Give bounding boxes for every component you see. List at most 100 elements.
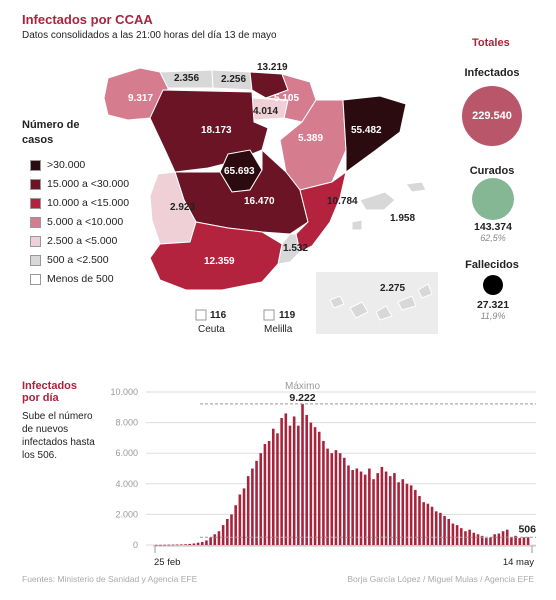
chart-bar bbox=[326, 448, 329, 545]
chart-bar bbox=[455, 525, 459, 545]
chart-bar bbox=[480, 535, 484, 545]
chart-bar bbox=[246, 476, 250, 545]
chart-bar bbox=[301, 403, 304, 545]
chart-bar bbox=[522, 537, 526, 545]
chart-bar bbox=[501, 531, 505, 545]
chart-bar bbox=[401, 479, 405, 545]
chart-bar bbox=[276, 433, 279, 545]
value-madrid: 65.693 bbox=[224, 166, 255, 177]
chart-bar bbox=[230, 514, 233, 545]
last-value: 506 bbox=[518, 523, 536, 535]
chart-bar bbox=[184, 544, 187, 545]
chart-bar bbox=[414, 489, 417, 545]
legend-item: 500 a <2.500 bbox=[30, 254, 109, 266]
chart-bar bbox=[288, 425, 292, 545]
fallecidos-label: Fallecidos bbox=[465, 259, 519, 271]
y-tick-label: 8.000 bbox=[115, 418, 138, 428]
y-tick-label: 2.000 bbox=[115, 509, 138, 519]
y-tick-label: 6.000 bbox=[115, 448, 138, 458]
daily-title-line2: por día bbox=[22, 392, 59, 404]
label-ceuta: Ceuta bbox=[198, 324, 225, 335]
chart-bar bbox=[309, 422, 313, 545]
curados-pct: 62,5% bbox=[480, 233, 506, 243]
chart-bar bbox=[313, 427, 317, 545]
chart-bar bbox=[200, 541, 204, 545]
chart-bar bbox=[192, 543, 196, 545]
chart-bar bbox=[472, 532, 476, 545]
chart-bar bbox=[405, 483, 409, 545]
max-value: 9.222 bbox=[289, 392, 315, 404]
chart-bar bbox=[338, 453, 342, 545]
totals-title: Totales bbox=[472, 37, 510, 49]
chart-bar bbox=[209, 537, 212, 545]
chart-bar bbox=[468, 529, 471, 545]
legend-item: 5.000 a <10.000 bbox=[30, 216, 123, 228]
legend-label: 10.000 a <15.000 bbox=[47, 197, 130, 209]
value-andalucia: 12.359 bbox=[204, 256, 235, 267]
chart-bar bbox=[280, 418, 283, 545]
chart-bar bbox=[430, 506, 434, 545]
legend-swatch bbox=[30, 159, 41, 171]
region-canarias-2 bbox=[349, 301, 369, 319]
value-la-rioja: 4.014 bbox=[253, 106, 279, 117]
chart-bar bbox=[355, 468, 359, 545]
legend-item: 15.000 a <30.000 bbox=[30, 178, 129, 190]
legend-swatch bbox=[30, 197, 41, 209]
legend-title: Número de casos bbox=[22, 119, 80, 146]
chart-bar bbox=[334, 450, 338, 545]
footer-sources: Fuentes: Ministerio de Sanidad y Agencia… bbox=[22, 574, 198, 584]
label-melilla: Melilla bbox=[264, 324, 293, 335]
chart-bar bbox=[159, 544, 162, 546]
chart-bar bbox=[447, 518, 451, 545]
value-navarra: 5.105 bbox=[274, 93, 300, 104]
chart-bar bbox=[251, 468, 254, 545]
chart-bar bbox=[205, 540, 208, 545]
chart-bar bbox=[255, 460, 258, 545]
value-castilla-mancha: 16.470 bbox=[244, 196, 275, 207]
value-baleares: 1.958 bbox=[390, 213, 416, 224]
legend-label: >30.000 bbox=[47, 159, 86, 171]
chart-bar bbox=[175, 544, 179, 546]
chart-bar bbox=[493, 534, 496, 545]
chart-bar bbox=[514, 535, 517, 545]
fallecidos-pct: 11,9% bbox=[480, 311, 506, 321]
chart-bar bbox=[259, 453, 263, 545]
chart-bar bbox=[217, 531, 221, 545]
chart-bar bbox=[343, 457, 346, 545]
value-cataluna: 55.482 bbox=[351, 125, 382, 136]
legend-label: Menos de 500 bbox=[47, 273, 114, 285]
chart-bar bbox=[221, 525, 225, 545]
chart-bar bbox=[439, 512, 442, 545]
chart-bar bbox=[510, 537, 513, 545]
chart-bar bbox=[443, 515, 446, 545]
infectados-label: Infectados bbox=[464, 67, 520, 79]
chart-bar bbox=[464, 531, 467, 545]
chart-bar bbox=[384, 471, 388, 545]
value-pais-vasco: 13.219 bbox=[257, 62, 288, 73]
region-baleares-ibiza bbox=[351, 219, 363, 231]
x-end-label: 14 may bbox=[503, 557, 534, 568]
chart-bar bbox=[305, 414, 308, 545]
chart-bar bbox=[359, 471, 363, 545]
chart-bar bbox=[372, 479, 375, 545]
daily-title-line1: Infectados bbox=[22, 380, 78, 392]
chart-bar bbox=[380, 466, 384, 545]
chart-bar bbox=[497, 533, 501, 545]
chart-bar bbox=[476, 534, 480, 545]
y-tick-label: 10.000 bbox=[110, 387, 138, 397]
value-valencia: 10.784 bbox=[327, 196, 358, 207]
chart-bar bbox=[238, 494, 242, 545]
chart-bar bbox=[188, 543, 192, 545]
map-subtitle: Datos consolidados a las 21:00 horas del… bbox=[22, 30, 277, 41]
region-baleares bbox=[359, 191, 396, 211]
legend-label: 2.500 a <5.000 bbox=[47, 235, 118, 247]
chart-bar bbox=[213, 534, 217, 545]
value-cantabria: 2.256 bbox=[221, 74, 247, 85]
chart-bar bbox=[155, 544, 158, 546]
y-tick-label: 0 bbox=[133, 540, 138, 550]
curados-label: Curados bbox=[469, 165, 515, 177]
chart-bar bbox=[422, 502, 425, 545]
value-melilla: 119 bbox=[279, 310, 296, 321]
chart-bar bbox=[397, 482, 400, 545]
chart-bar bbox=[393, 473, 396, 545]
